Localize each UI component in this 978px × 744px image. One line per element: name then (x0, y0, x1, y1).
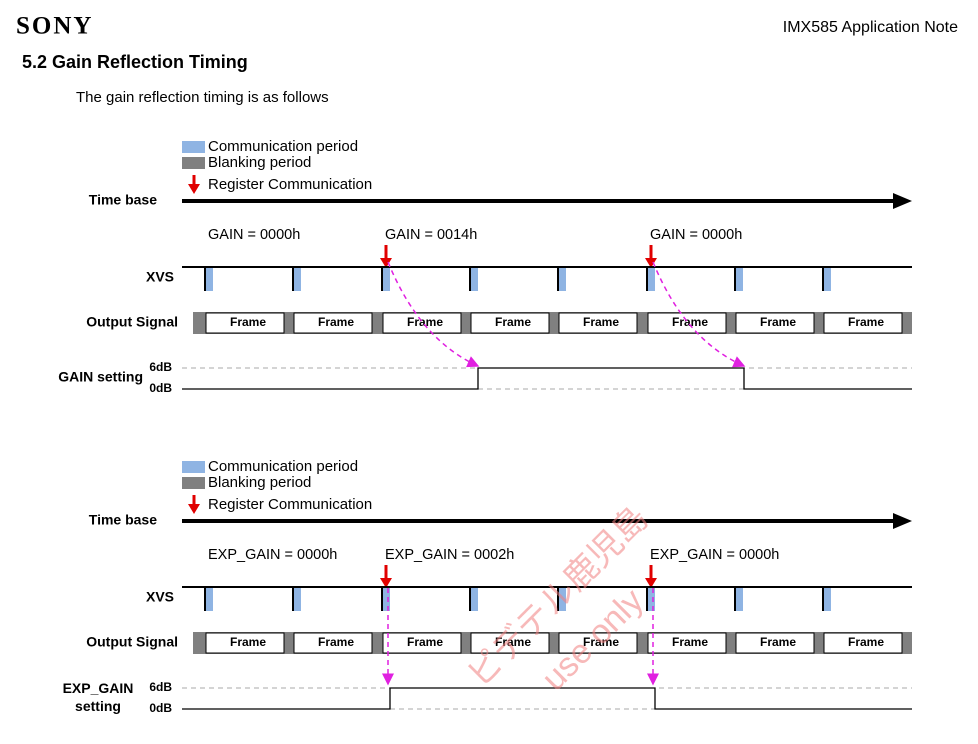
annotation: EXP_GAIN = 0000h (650, 547, 779, 563)
annotation: GAIN = 0014h (385, 227, 477, 243)
frame-label: Frame (495, 635, 531, 649)
frame-label: Frame (583, 635, 619, 649)
frame-box (293, 312, 373, 334)
frame-label: Frame (318, 635, 354, 649)
frame-label: Frame (407, 315, 443, 329)
comm-period (382, 268, 390, 291)
reflection-arrow (652, 261, 746, 368)
frame-label: Frame (318, 315, 354, 329)
document-name: IMX585 Application Note (783, 19, 958, 36)
setting-waveform (182, 687, 912, 710)
comm-period (823, 268, 831, 291)
legend-blank: Blanking period (208, 474, 311, 491)
row-label: Time base (89, 512, 157, 528)
frame-box (735, 312, 815, 334)
level-low: 0dB (149, 701, 172, 715)
frame-box (558, 312, 638, 334)
comm-period (205, 268, 213, 291)
red-arrow-head (380, 258, 392, 268)
frame-label: Frame (495, 315, 531, 329)
frame-box (470, 312, 550, 334)
comm-period (293, 588, 301, 611)
frame-label: Frame (760, 315, 796, 329)
red-arrow-head (188, 504, 200, 514)
frame-box (647, 312, 727, 334)
row-label: XVS (146, 589, 174, 605)
frame-box (205, 312, 285, 334)
legend-blank-swatch (182, 157, 205, 169)
legend-register: Register Communication (208, 496, 372, 513)
red-arrow-head (380, 578, 392, 588)
logo: SONY (16, 13, 93, 40)
frame-box (558, 632, 638, 654)
frame-box (293, 632, 373, 654)
comm-period (470, 588, 478, 611)
frame-box (823, 312, 903, 334)
comm-period (470, 268, 478, 291)
comm-period (558, 588, 566, 611)
legend-register: Register Communication (208, 176, 372, 193)
comm-period (647, 588, 655, 611)
frame-label: Frame (760, 635, 796, 649)
section-title: 5.2 Gain Reflection Timing (22, 52, 248, 72)
legend-blank-swatch (182, 477, 205, 489)
legend-comm: Communication period (208, 138, 358, 155)
frame-label: Frame (672, 315, 708, 329)
row-label: EXP_GAIN setting (63, 680, 134, 714)
comm-period (735, 588, 743, 611)
comm-period (205, 588, 213, 611)
legend-blank: Blanking period (208, 154, 311, 171)
frame-label: Frame (407, 635, 443, 649)
annotation: EXP_GAIN = 0000h (208, 547, 337, 563)
frame-label: Frame (848, 315, 884, 329)
red-arrow-head (188, 184, 200, 194)
frame-box (735, 632, 815, 654)
row-label: Output Signal (86, 314, 178, 330)
level-low: 0dB (149, 381, 172, 395)
time-arrow (893, 193, 912, 209)
output-band (193, 632, 912, 654)
frame-box (470, 632, 550, 654)
frame-label: Frame (583, 315, 619, 329)
legend-comm: Communication period (208, 458, 358, 475)
row-label: XVS (146, 269, 174, 285)
frame-box (382, 632, 462, 654)
comm-period (558, 268, 566, 291)
frame-label: Frame (848, 635, 884, 649)
level-high: 6dB (149, 680, 172, 694)
comm-period (647, 268, 655, 291)
legend-comm-swatch (182, 461, 205, 473)
frame-label: Frame (230, 635, 266, 649)
row-label: GAIN setting (58, 369, 143, 385)
annotation: EXP_GAIN = 0002h (385, 547, 514, 563)
frame-label: Frame (672, 635, 708, 649)
frame-box (647, 632, 727, 654)
row-label: Output Signal (86, 634, 178, 650)
comm-period (823, 588, 831, 611)
comm-period (293, 268, 301, 291)
comm-period (735, 268, 743, 291)
level-high: 6dB (149, 360, 172, 374)
reflection-arrow (387, 261, 480, 368)
intro: The gain reflection timing is as follows (76, 89, 329, 106)
row-label: Time base (89, 192, 157, 208)
comm-period (382, 588, 390, 611)
red-arrow-head (645, 258, 657, 268)
frame-label: Frame (230, 315, 266, 329)
frame-box (382, 312, 462, 334)
red-arrow-head (645, 578, 657, 588)
legend-comm-swatch (182, 141, 205, 153)
annotation: GAIN = 0000h (208, 227, 300, 243)
setting-waveform (182, 367, 912, 390)
frame-box (205, 632, 285, 654)
annotation: GAIN = 0000h (650, 227, 742, 243)
time-arrow (893, 513, 912, 529)
output-band (193, 312, 912, 334)
frame-box (823, 632, 903, 654)
